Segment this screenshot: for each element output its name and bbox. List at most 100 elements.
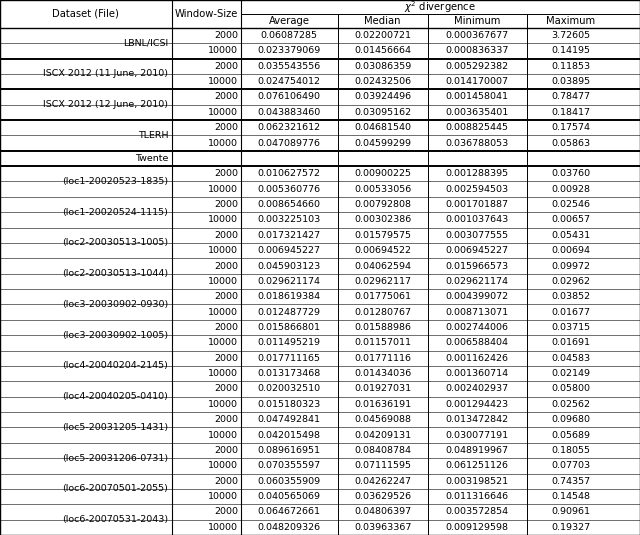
Text: 0.018619384: 0.018619384 [258,292,321,301]
Text: 0.043883460: 0.043883460 [258,108,321,117]
Text: 0.013472842: 0.013472842 [445,415,509,424]
Text: 10000: 10000 [208,338,238,347]
Text: 0.005292382: 0.005292382 [445,62,509,71]
Text: 2000: 2000 [214,323,238,332]
Text: 0.060355909: 0.060355909 [258,477,321,486]
Text: 10000: 10000 [208,216,238,224]
Text: 0.042015498: 0.042015498 [258,431,321,440]
Text: 0.04681540: 0.04681540 [354,123,412,132]
Text: 0.001162426: 0.001162426 [445,354,509,363]
Text: 0.006945227: 0.006945227 [445,246,509,255]
Text: 0.03924496: 0.03924496 [354,93,412,102]
Text: Window-Size: Window-Size [174,9,238,19]
Text: 0.02200721: 0.02200721 [354,31,412,40]
Text: Average: Average [269,16,310,26]
Text: 0.001458041: 0.001458041 [445,93,509,102]
Text: 10000: 10000 [208,77,238,86]
Text: 0.01677: 0.01677 [551,308,590,317]
Text: 0.19327: 0.19327 [551,523,590,532]
Text: 0.08408784: 0.08408784 [354,446,412,455]
Text: 0.05863: 0.05863 [551,139,590,148]
Text: 0.020032510: 0.020032510 [258,385,321,393]
Text: 0.03095162: 0.03095162 [354,108,412,117]
Text: 0.045903123: 0.045903123 [258,262,321,271]
Text: (loc1-20020523-1835): (loc1-20020523-1835) [62,177,168,186]
Text: 0.02562: 0.02562 [551,400,590,409]
Text: 0.017321427: 0.017321427 [258,231,321,240]
Text: 0.04569088: 0.04569088 [354,415,412,424]
Text: 0.00694522: 0.00694522 [354,246,412,255]
Text: 0.02962: 0.02962 [551,277,590,286]
Text: (loc6-20070501-2055): (loc6-20070501-2055) [63,484,168,493]
Text: 0.01771116: 0.01771116 [354,354,412,363]
Text: 0.00792808: 0.00792808 [354,200,412,209]
Text: 0.01579575: 0.01579575 [354,231,412,240]
Text: 10000: 10000 [208,308,238,317]
Text: (loc4-20040205-0410): (loc4-20040205-0410) [63,392,168,401]
Text: 10000: 10000 [208,139,238,148]
Text: 0.04583: 0.04583 [551,354,590,363]
Text: 0.002744006: 0.002744006 [445,323,509,332]
Text: 0.002594503: 0.002594503 [445,185,509,194]
Text: 2000: 2000 [214,507,238,516]
Text: 2000: 2000 [214,31,238,40]
Text: Median: Median [364,16,401,26]
Text: 0.000836337: 0.000836337 [445,47,509,55]
Text: 0.18417: 0.18417 [551,108,590,117]
Text: 0.023379069: 0.023379069 [258,47,321,55]
Text: Maximum: Maximum [546,16,595,26]
Text: 10000: 10000 [208,47,238,55]
Text: 0.009129598: 0.009129598 [445,523,509,532]
Text: 0.014170007: 0.014170007 [445,77,509,86]
Text: 0.064672661: 0.064672661 [258,507,321,516]
Text: (loc3-20030902-1005): (loc3-20030902-1005) [62,331,168,340]
Text: 0.029621174: 0.029621174 [258,277,321,286]
Text: 0.024754012: 0.024754012 [258,77,321,86]
Text: 0.03852: 0.03852 [551,292,590,301]
Text: 0.04262247: 0.04262247 [354,477,412,486]
Text: 10000: 10000 [208,185,238,194]
Text: 0.06087285: 0.06087285 [260,31,318,40]
Text: 0.14195: 0.14195 [551,47,590,55]
Text: 0.04209131: 0.04209131 [354,431,412,440]
Text: 0.03963367: 0.03963367 [354,523,412,532]
Text: ISCX 2012 (11 June, 2010): ISCX 2012 (11 June, 2010) [44,70,168,79]
Text: 0.003198521: 0.003198521 [445,477,509,486]
Text: 0.012487729: 0.012487729 [258,308,321,317]
Text: 10000: 10000 [208,523,238,532]
Text: 0.90961: 0.90961 [551,507,590,516]
Text: 0.02149: 0.02149 [551,369,590,378]
Text: 0.011316646: 0.011316646 [445,492,509,501]
Text: 0.01157011: 0.01157011 [354,338,412,347]
Text: 0.036788053: 0.036788053 [445,139,509,148]
Text: 0.02546: 0.02546 [551,200,590,209]
Text: 0.008825445: 0.008825445 [445,123,509,132]
Text: 0.01775061: 0.01775061 [354,292,412,301]
Text: 0.047089776: 0.047089776 [258,139,321,148]
Text: 2000: 2000 [214,123,238,132]
Text: $\chi^2$ divergence: $\chi^2$ divergence [404,0,476,15]
Text: 0.017711165: 0.017711165 [258,354,321,363]
Text: LBNL/ICSI: LBNL/ICSI [123,39,168,48]
Text: 0.07111595: 0.07111595 [354,461,412,470]
Text: 0.03760: 0.03760 [551,169,590,178]
Text: Minimum: Minimum [454,16,500,26]
Text: (loc5-20031206-0731): (loc5-20031206-0731) [62,454,168,463]
Text: (loc2-20030513-1044): (loc2-20030513-1044) [62,269,168,278]
Text: 2000: 2000 [214,385,238,393]
Text: 0.01636191: 0.01636191 [354,400,412,409]
Text: 10000: 10000 [208,246,238,255]
Text: 0.030077191: 0.030077191 [445,431,509,440]
Text: 0.076106490: 0.076106490 [258,93,321,102]
Text: 10000: 10000 [208,400,238,409]
Text: 0.03715: 0.03715 [551,323,590,332]
Text: 0.002402937: 0.002402937 [445,385,509,393]
Text: 2000: 2000 [214,415,238,424]
Text: 0.02962117: 0.02962117 [354,277,412,286]
Text: 0.05800: 0.05800 [551,385,590,393]
Text: 0.008713071: 0.008713071 [445,308,509,317]
Text: 0.008654660: 0.008654660 [258,200,321,209]
Text: 0.03629526: 0.03629526 [354,492,412,501]
Text: 0.11853: 0.11853 [551,62,590,71]
Text: 0.01434036: 0.01434036 [354,369,412,378]
